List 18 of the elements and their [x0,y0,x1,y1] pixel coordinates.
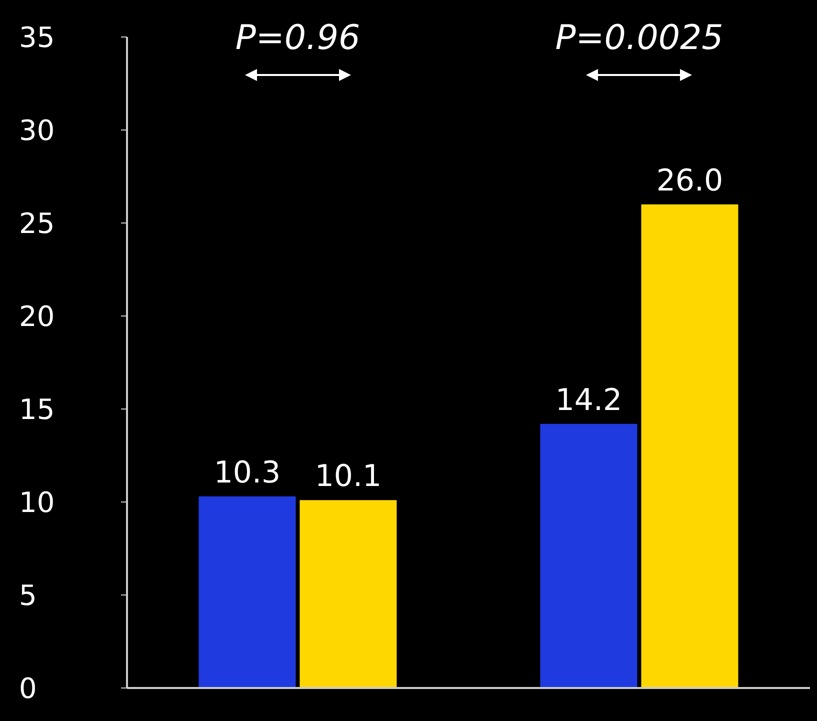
data-label: 26.0 [656,163,724,198]
bar [198,496,296,688]
y-tick-label: 15 [19,392,55,426]
y-tick-label: 5 [19,578,37,612]
data-label: 14.2 [555,382,622,418]
y-tick-label: 0 [19,672,37,705]
bar [641,204,738,688]
y-tick-label: 30 [19,114,55,147]
y-tick-label: 10 [19,486,55,519]
y-tick-label: 35 [19,20,55,54]
annotation: P=0.96 [234,18,362,58]
data-label: 10.1 [314,459,382,494]
bar [300,500,397,688]
y-tick-label: 25 [19,206,55,240]
y-tick-label: 20 [19,300,55,333]
data-label: 10.3 [214,455,281,490]
annotation: P=0.0025 [554,18,724,58]
bar [540,424,638,688]
